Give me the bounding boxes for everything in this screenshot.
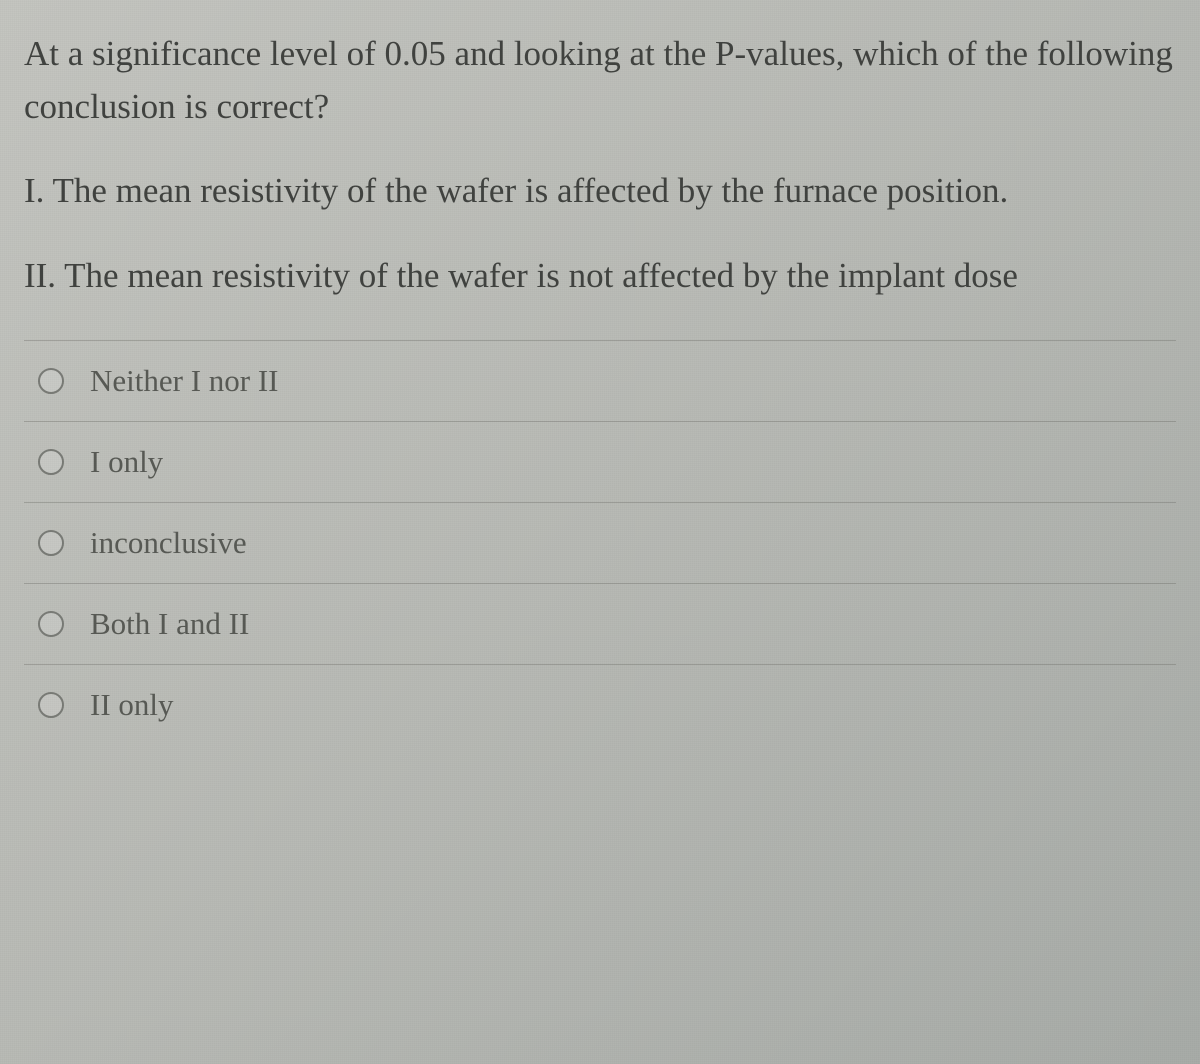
option-label: II only (90, 687, 1170, 723)
option-row[interactable]: Neither I nor II (24, 340, 1176, 421)
option-row[interactable]: I only (24, 421, 1176, 502)
radio-icon[interactable] (38, 368, 64, 394)
option-label: inconclusive (90, 525, 1170, 561)
radio-icon[interactable] (38, 449, 64, 475)
option-label: Neither I nor II (90, 363, 1170, 399)
question-stem: At a significance level of 0.05 and look… (24, 28, 1176, 133)
options-list: Neither I nor II I only inconclusive Bot… (24, 340, 1176, 745)
option-row[interactable]: II only (24, 664, 1176, 745)
question-statement-2: II. The mean resistivity of the wafer is… (24, 250, 1176, 303)
option-label: I only (90, 444, 1170, 480)
option-row[interactable]: inconclusive (24, 502, 1176, 583)
question-block: At a significance level of 0.05 and look… (24, 28, 1176, 302)
radio-icon[interactable] (38, 530, 64, 556)
question-statement-1: I. The mean resistivity of the wafer is … (24, 165, 1176, 218)
radio-icon[interactable] (38, 692, 64, 718)
option-row[interactable]: Both I and II (24, 583, 1176, 664)
radio-icon[interactable] (38, 611, 64, 637)
option-label: Both I and II (90, 606, 1170, 642)
